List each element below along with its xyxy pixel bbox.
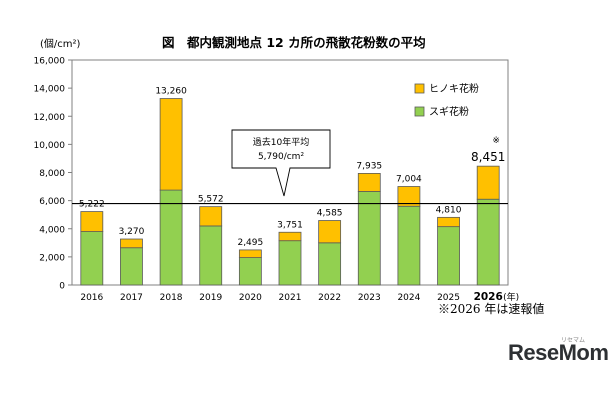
average-label-line1: 過去10年平均 bbox=[253, 136, 309, 148]
footnote: ※2026 年は速報値 bbox=[438, 302, 545, 316]
resemom-logo: ReseMom bbox=[508, 340, 609, 365]
bar-hinoki bbox=[318, 220, 342, 244]
x-tick-label: 2018 bbox=[160, 293, 183, 303]
y-tick-label: 2,000 bbox=[39, 253, 65, 263]
bar-sugi bbox=[357, 191, 381, 286]
y-axis-label: (個/cm²) bbox=[40, 37, 81, 50]
bar-sugi bbox=[318, 242, 342, 286]
x-tick-label: 2016 bbox=[80, 293, 103, 303]
total-label: 5,222 bbox=[79, 200, 105, 210]
x-tick-label: 2022 bbox=[318, 293, 341, 303]
bar-sugi bbox=[397, 205, 421, 286]
y-tick-label: 12,000 bbox=[34, 113, 66, 123]
bar-hinoki bbox=[159, 98, 183, 191]
x-tick-label: 2017 bbox=[120, 293, 143, 303]
highlight-mark: ※ bbox=[492, 136, 500, 146]
bar-hinoki bbox=[238, 249, 262, 258]
legend-swatch bbox=[414, 106, 425, 117]
legend-label: スギ花粉 bbox=[429, 105, 469, 118]
average-label-line2: 5,790/cm² bbox=[258, 152, 305, 162]
y-tick-label: 6,000 bbox=[39, 197, 65, 207]
bar-hinoki bbox=[437, 216, 460, 228]
legend-swatch bbox=[414, 83, 425, 94]
total-label: 2,495 bbox=[237, 238, 263, 248]
x-tick-label: 2024 bbox=[397, 293, 420, 303]
bar-sugi bbox=[278, 240, 302, 286]
x-tick-label: 2025 bbox=[437, 293, 460, 303]
bar-sugi bbox=[80, 231, 104, 286]
x-axis-suffix: (年) bbox=[503, 291, 519, 303]
y-tick-label: 14,000 bbox=[34, 85, 66, 95]
resemom-logo-sub: リセマム bbox=[561, 337, 586, 344]
x-tick-label: 2020 bbox=[239, 293, 262, 303]
x-tick-label: 2023 bbox=[358, 293, 381, 303]
y-tick-label: 10,000 bbox=[34, 141, 66, 151]
bar-hinoki bbox=[397, 186, 421, 207]
bar-sugi bbox=[159, 189, 183, 286]
bar-hinoki bbox=[80, 211, 104, 232]
total-label: 5,572 bbox=[198, 195, 224, 205]
bar-hinoki bbox=[120, 238, 143, 249]
bar-sugi bbox=[199, 225, 223, 286]
total-label: 7,935 bbox=[356, 161, 382, 171]
total-label: 4,810 bbox=[436, 205, 462, 215]
total-label: 13,260 bbox=[155, 87, 187, 97]
bar-hinoki bbox=[199, 206, 223, 227]
y-tick-label: 8,000 bbox=[39, 169, 65, 179]
y-tick-label: 16,000 bbox=[34, 57, 66, 67]
y-tick-label: 4,000 bbox=[39, 225, 65, 235]
y-tick-label: 0 bbox=[59, 282, 65, 292]
x-tick-label: 2026 bbox=[474, 291, 503, 303]
total-label: 3,751 bbox=[277, 220, 303, 230]
bar-hinoki bbox=[476, 165, 500, 200]
bar-sugi bbox=[476, 198, 500, 286]
bar-hinoki bbox=[357, 173, 381, 192]
bar-sugi bbox=[437, 226, 460, 286]
bar-sugi bbox=[120, 247, 143, 286]
total-label: 8,451 bbox=[471, 150, 505, 164]
bar-sugi bbox=[238, 257, 262, 286]
x-tick-label: 2019 bbox=[199, 293, 222, 303]
average-callout bbox=[231, 129, 331, 197]
bar-hinoki bbox=[278, 231, 302, 242]
x-tick-label: 2021 bbox=[279, 293, 302, 303]
total-label: 3,270 bbox=[119, 227, 145, 237]
legend-label: ヒノキ花粉 bbox=[429, 82, 479, 95]
total-label: 4,585 bbox=[317, 209, 343, 219]
total-label: 7,004 bbox=[396, 175, 422, 185]
chart-title: 図 都内観測地点 12 カ所の飛散花粉数の平均 bbox=[162, 35, 426, 50]
